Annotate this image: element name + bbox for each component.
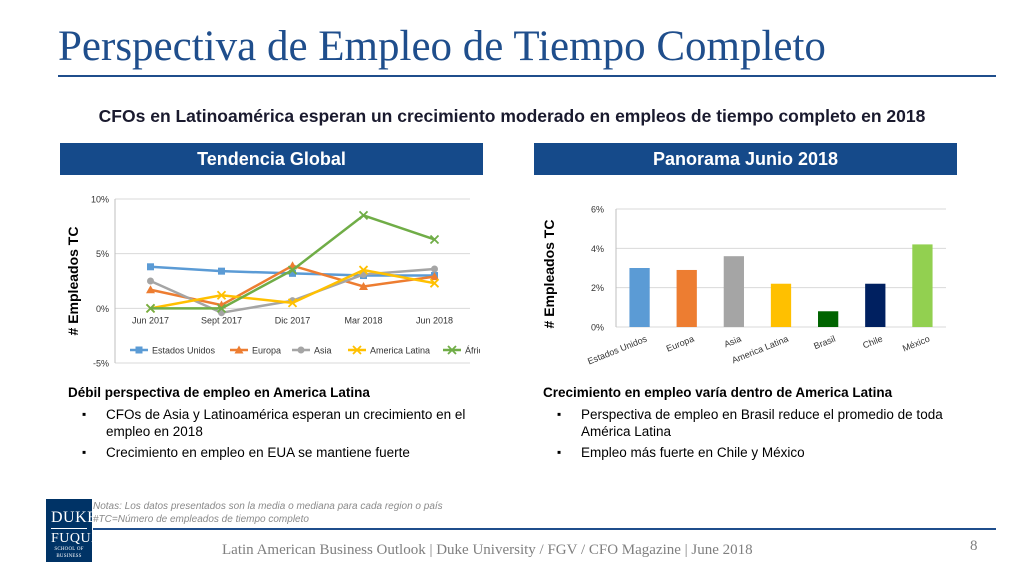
y-axis-title: # Empleados TC xyxy=(541,220,557,329)
x-tick-label: Europa xyxy=(665,334,696,354)
x-tick-label: Dic 2017 xyxy=(275,315,311,325)
right-bullets: Crecimiento en empleo varía dentro de Am… xyxy=(543,384,963,465)
y-tick-label: 10% xyxy=(91,195,109,205)
legend-label: Estados Unidos xyxy=(152,346,216,356)
data-point xyxy=(218,267,225,275)
logo-line-2: FUQUA xyxy=(51,528,101,546)
bar xyxy=(912,244,933,327)
y-tick-label: 0% xyxy=(96,304,109,314)
legend-marker xyxy=(297,346,305,354)
right-bullet-item: Perspectiva de empleo en Brasil reduce e… xyxy=(543,406,963,440)
logo-line-3: SCHOOL OF BUSINESS xyxy=(54,547,84,559)
right-bullet-item: Empleo más fuerte en Chile y México xyxy=(543,444,963,461)
data-point xyxy=(216,303,227,313)
bar xyxy=(865,283,886,327)
y-tick-label: 6% xyxy=(591,205,604,215)
data-point xyxy=(147,277,154,285)
legend-marker xyxy=(135,346,143,354)
y-tick-label: 5% xyxy=(96,249,109,259)
notes-line-2: #TC=Número de empleados de tiempo comple… xyxy=(93,514,309,525)
data-point xyxy=(429,278,440,288)
bar xyxy=(723,256,744,327)
y-tick-label: 4% xyxy=(591,244,604,254)
left-panel-header: Tendencia Global xyxy=(60,143,483,175)
y-tick-label: 0% xyxy=(591,323,604,333)
data-point xyxy=(146,285,155,294)
global-trend-line-chart: 10% 5% 0% -5% Jun 2017 Sept 2017 Dic 2017 Mar 2… xyxy=(65,195,480,369)
notes-line-1: Notas: Los datos presentados son la medi… xyxy=(93,501,443,512)
footer-divider xyxy=(93,528,996,530)
left-bullet-item: CFOs de Asia y Latinoamérica esperan un … xyxy=(68,406,488,440)
x-tick-label: Mar 2018 xyxy=(344,315,382,325)
left-bullet-heading: Débil perspectiva de empleo en America L… xyxy=(68,385,370,400)
data-point xyxy=(430,272,439,281)
data-point xyxy=(358,265,369,275)
x-tick-label: Jun 2017 xyxy=(132,315,169,325)
legend-marker xyxy=(352,345,362,355)
data-point xyxy=(287,265,298,275)
data-point xyxy=(216,290,227,300)
legend-marker xyxy=(234,345,244,354)
x-tick-label: México xyxy=(901,334,931,354)
y-tick-label: -5% xyxy=(93,359,109,369)
left-bullets: Débil perspectiva de empleo en America L… xyxy=(68,384,488,465)
bar xyxy=(676,269,697,327)
data-point xyxy=(289,269,296,277)
legend-label: Asia xyxy=(314,346,332,356)
page-title: Perspectiva de Empleo de Tiempo Completo xyxy=(58,23,826,70)
legend-marker xyxy=(447,345,457,355)
data-point xyxy=(431,265,438,273)
data-point xyxy=(147,263,154,271)
footer-text: Latin American Business Outlook | Duke U… xyxy=(222,542,753,558)
x-tick-label: Estados Unidos xyxy=(586,333,649,366)
x-tick-label: Jun 2018 xyxy=(416,315,453,325)
x-tick-label: Asia xyxy=(723,334,743,350)
legend-label: America Latina xyxy=(370,346,430,356)
bar xyxy=(818,311,839,327)
june-2018-bar-chart: 6% 4% 2% 0% # Empleados TC Estados Unidos Euro… xyxy=(541,205,946,366)
y-axis-title: # Empleados TC xyxy=(65,227,81,336)
page-number: 8 xyxy=(970,538,978,554)
logo-line-1: DUKE xyxy=(51,509,98,526)
bar xyxy=(770,283,792,327)
x-tick-label: Brasil xyxy=(812,334,837,352)
notes: Notas: Los datos presentados son la medi… xyxy=(93,500,443,526)
data-point xyxy=(145,303,156,313)
right-bullet-heading: Crecimiento en empleo varía dentro de Am… xyxy=(543,385,893,400)
data-point xyxy=(429,234,440,245)
data-point xyxy=(359,281,368,290)
left-bullet-item: Crecimiento en empleo en EUA se mantiene… xyxy=(68,444,488,461)
data-point xyxy=(358,210,369,221)
page-subtitle: CFOs en Latinoamérica esperan un crecimi… xyxy=(98,106,926,126)
bar xyxy=(629,268,650,327)
legend-label: África xyxy=(465,346,480,356)
duke-fuqua-logo: DUKE FUQUA SCHOOL OF BUSINESS xyxy=(46,499,101,562)
data-point xyxy=(287,298,298,308)
right-panel-header: Panorama Junio 2018 xyxy=(534,143,957,175)
y-tick-label: 2% xyxy=(591,283,604,293)
x-tick-label: Chile xyxy=(861,334,884,351)
x-tick-label: Sept 2017 xyxy=(201,315,242,325)
legend-label: Europa xyxy=(252,346,281,356)
title-divider xyxy=(58,75,996,77)
